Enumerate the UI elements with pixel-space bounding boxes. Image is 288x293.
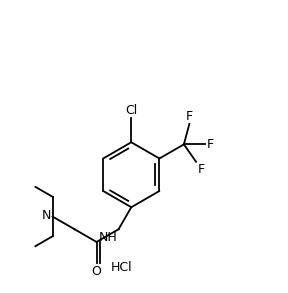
Text: O: O	[92, 265, 101, 277]
Text: F: F	[198, 163, 204, 176]
Text: N: N	[42, 209, 51, 222]
Text: NH: NH	[98, 231, 117, 244]
Text: HCl: HCl	[111, 261, 132, 275]
Text: Cl: Cl	[125, 104, 137, 117]
Text: F: F	[186, 110, 193, 123]
Text: F: F	[206, 138, 214, 151]
